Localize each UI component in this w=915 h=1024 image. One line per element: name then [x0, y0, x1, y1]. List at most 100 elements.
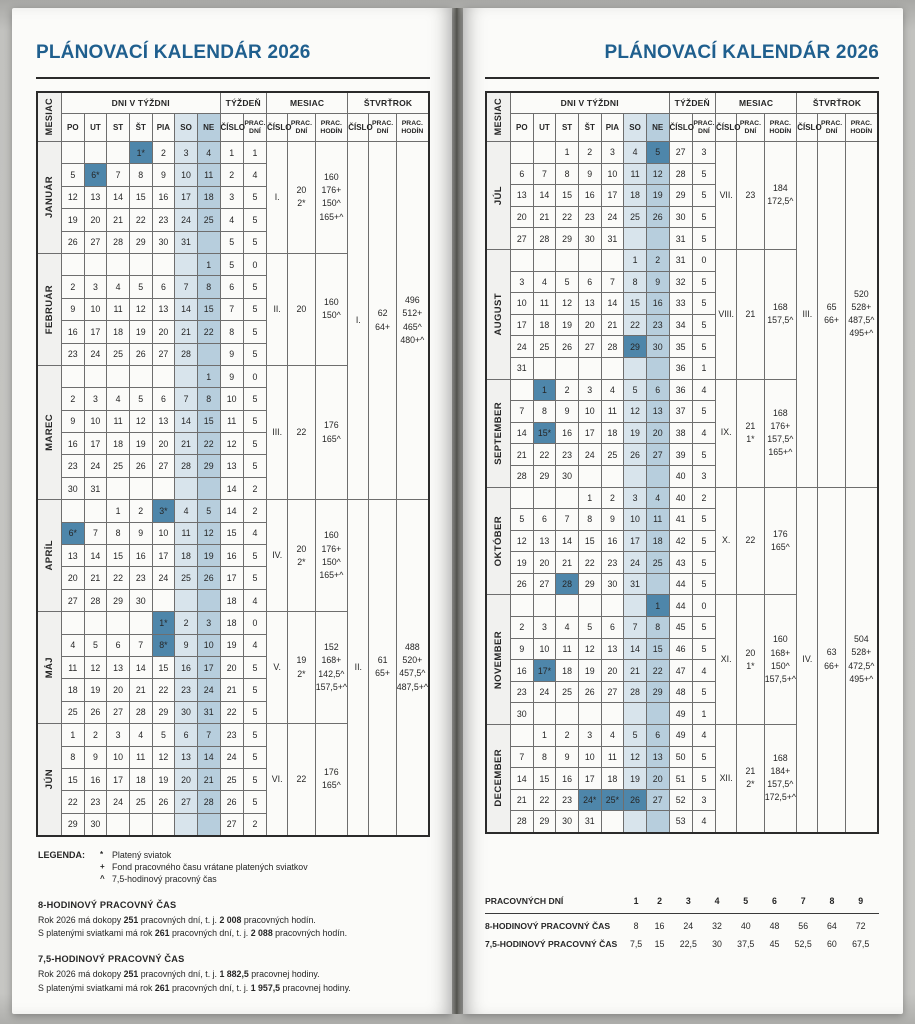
- week-number-cell: 16: [219, 544, 244, 568]
- day-cell: 2: [509, 616, 534, 639]
- legend-item: ^ 7,5-hodinový pracovný čas: [100, 874, 308, 884]
- day-cell: 17: [577, 767, 602, 790]
- month-workhours-cell: 168 176+ 157,5^ 165+^: [763, 378, 798, 488]
- week-row: DECEMBER 1 2 3 4 5 6 49 4 XII. 21 2* 168 184+ 157,5^ 17…: [485, 724, 878, 833]
- day-cell: 6: [106, 633, 130, 657]
- day-cell: [555, 702, 579, 726]
- day-cell: 12: [151, 745, 176, 769]
- day-cell: 10: [509, 292, 534, 315]
- month-label: JANUÁR: [36, 141, 62, 254]
- day-cell: 25: [106, 342, 130, 366]
- working-hours-lookup-table: PRACOVNÝCH DNÍ 1 2 3 4 5 6 7 8 9 8-HODINOVÝ PRACOV…: [485, 891, 879, 953]
- day-cell: [555, 356, 579, 380]
- day-cell: 7: [174, 275, 198, 299]
- day-cell: 17: [174, 185, 198, 210]
- month-workhours-cell: 160 176+ 150^ 165+^: [314, 141, 349, 254]
- day-cell: [83, 364, 108, 389]
- header-group-row: MESIAC DNI V TÝŽDNI TÝŽDEŇ MESIAC ŠTVRŤROK: [36, 91, 430, 142]
- day-cell: 15: [645, 637, 670, 661]
- week-number-cell: 38: [668, 421, 693, 445]
- day-cell: 1*: [151, 611, 176, 635]
- day-cell: 4: [128, 723, 153, 747]
- day-cell: 6: [645, 378, 670, 402]
- day-cell: 7: [600, 270, 625, 294]
- calendar-spread: PLÁNOVACÍ KALENDÁR 2026 MESIAC DNI V TÝŽD…: [12, 8, 903, 1014]
- day-cell: 29: [128, 230, 153, 254]
- legend-symbol: *: [100, 849, 104, 859]
- week-row: AUGUST 1 2 31 0 VIII. 21 168 157,5^: [485, 248, 878, 380]
- quarter-workdays-cell: 65 66+: [817, 141, 846, 488]
- week-number-cell: 40: [668, 464, 693, 488]
- day-cell: 12: [128, 297, 153, 322]
- day-cell: [151, 588, 176, 613]
- hours-value-cell: 48: [769, 920, 780, 931]
- day-cell: 4: [532, 270, 557, 294]
- day-cell: 1: [532, 724, 557, 747]
- hours-value-cell: 24: [683, 920, 694, 931]
- day-cell: 26: [623, 788, 647, 812]
- day-cell: 19: [60, 208, 85, 232]
- week-row: MÁJ 1* 2 3 18 0 V. 19 2* 152 168+ 142,5^ 157,5+^: [36, 611, 429, 725]
- day-cell: 13: [645, 745, 670, 769]
- day-cell: [83, 611, 108, 635]
- day-cell: [623, 810, 647, 833]
- week-workdays-cell: 5: [242, 678, 268, 702]
- page-left: PLÁNOVACÍ KALENDÁR 2026 MESIAC DNI V TÝŽD…: [12, 8, 452, 1014]
- week-row: JANUÁR 1* 2 3 4 1 1 I. 20 2* 160 176+ 150^ 165+^ I. 62 6…: [36, 140, 430, 501]
- day-cell: 16: [555, 421, 579, 445]
- day-cell: [532, 486, 557, 510]
- month-label: DECEMBER: [485, 724, 511, 833]
- day-cell: 5: [60, 163, 85, 187]
- day-cell: 27: [509, 227, 534, 250]
- day-cell: 14: [174, 297, 198, 322]
- day-cell: 23: [83, 790, 108, 814]
- month-number-header: ČÍSLO: [715, 113, 740, 142]
- day-cell: 13: [509, 184, 534, 207]
- week-row: OKTÓBER 1 2 3 4 40 2 X. 22 176 165^ IV. 63 66+ 504 528+…: [485, 486, 879, 833]
- day-cell: 29: [577, 572, 602, 596]
- day-cell: 17: [623, 529, 647, 553]
- week-row: 26 27 28 29 30 31 5 5: [37, 230, 429, 254]
- week-number-cell: 35: [668, 335, 693, 358]
- week-number-cell: 10: [219, 387, 244, 411]
- worktime-8h-line: Rok 2026 má dokopy 251 pracovných dní, t…: [38, 914, 316, 925]
- day-name-header: SO: [174, 113, 198, 142]
- month-label: FEBRUÁR: [36, 252, 62, 366]
- day-cell: 6: [532, 508, 557, 531]
- worktime-7.5h-heading: 7,5-HODINOVÝ PRACOVNÝ ČAS: [38, 954, 185, 965]
- week-number-cell: 37: [668, 400, 693, 423]
- day-cell: 1: [623, 248, 647, 272]
- week-workdays-cell: 5: [691, 335, 717, 358]
- day-cell: 20: [83, 208, 108, 232]
- header-group-row: MESIAC DNI V TÝŽDNI TÝŽDEŇ MESIAC ŠTVRŤROK: [485, 91, 879, 142]
- day-cell: 11: [196, 163, 221, 187]
- week-number-cell: 25: [219, 767, 244, 792]
- day-cell: 16: [645, 292, 670, 315]
- week-number-cell: 11: [219, 409, 244, 434]
- hours-day-count: 8: [821, 891, 843, 914]
- month-number-cell: II.: [266, 252, 289, 366]
- day-cell: 5: [196, 499, 221, 523]
- hours-value-cell: 40: [740, 920, 751, 931]
- day-cell: [623, 594, 647, 618]
- quarter-number-header: ČÍSLO: [347, 113, 373, 142]
- week-workdays-cell: 5: [242, 409, 268, 434]
- day-name-header: ŠT: [128, 113, 153, 142]
- month-workdays-cell: 23: [736, 141, 765, 250]
- day-cell: 19: [509, 551, 534, 574]
- day-cell: 3: [577, 724, 602, 747]
- week-number-cell: 48: [668, 680, 693, 704]
- week-row: 28 29 30 40 3: [486, 464, 878, 488]
- month-workdays-cell: 22: [736, 486, 765, 596]
- day-cell: 1*: [128, 140, 153, 165]
- day-cell: 13: [151, 297, 176, 322]
- day-cell: 7: [623, 616, 647, 639]
- day-cell: 19: [623, 421, 647, 445]
- quarter-workhours-cell: 520 528+ 487,5^ 495+^: [844, 141, 879, 488]
- week-workdays-cell: 5: [242, 454, 268, 478]
- week-row: 8 9 10 11 12 13 14 24 5: [37, 745, 429, 769]
- week-number-cell: 27: [668, 141, 693, 164]
- day-cell: 26: [83, 700, 108, 725]
- week-row: 20 21 22 23 24 25 26 30 5: [486, 205, 878, 229]
- day-cell: 10: [83, 297, 108, 322]
